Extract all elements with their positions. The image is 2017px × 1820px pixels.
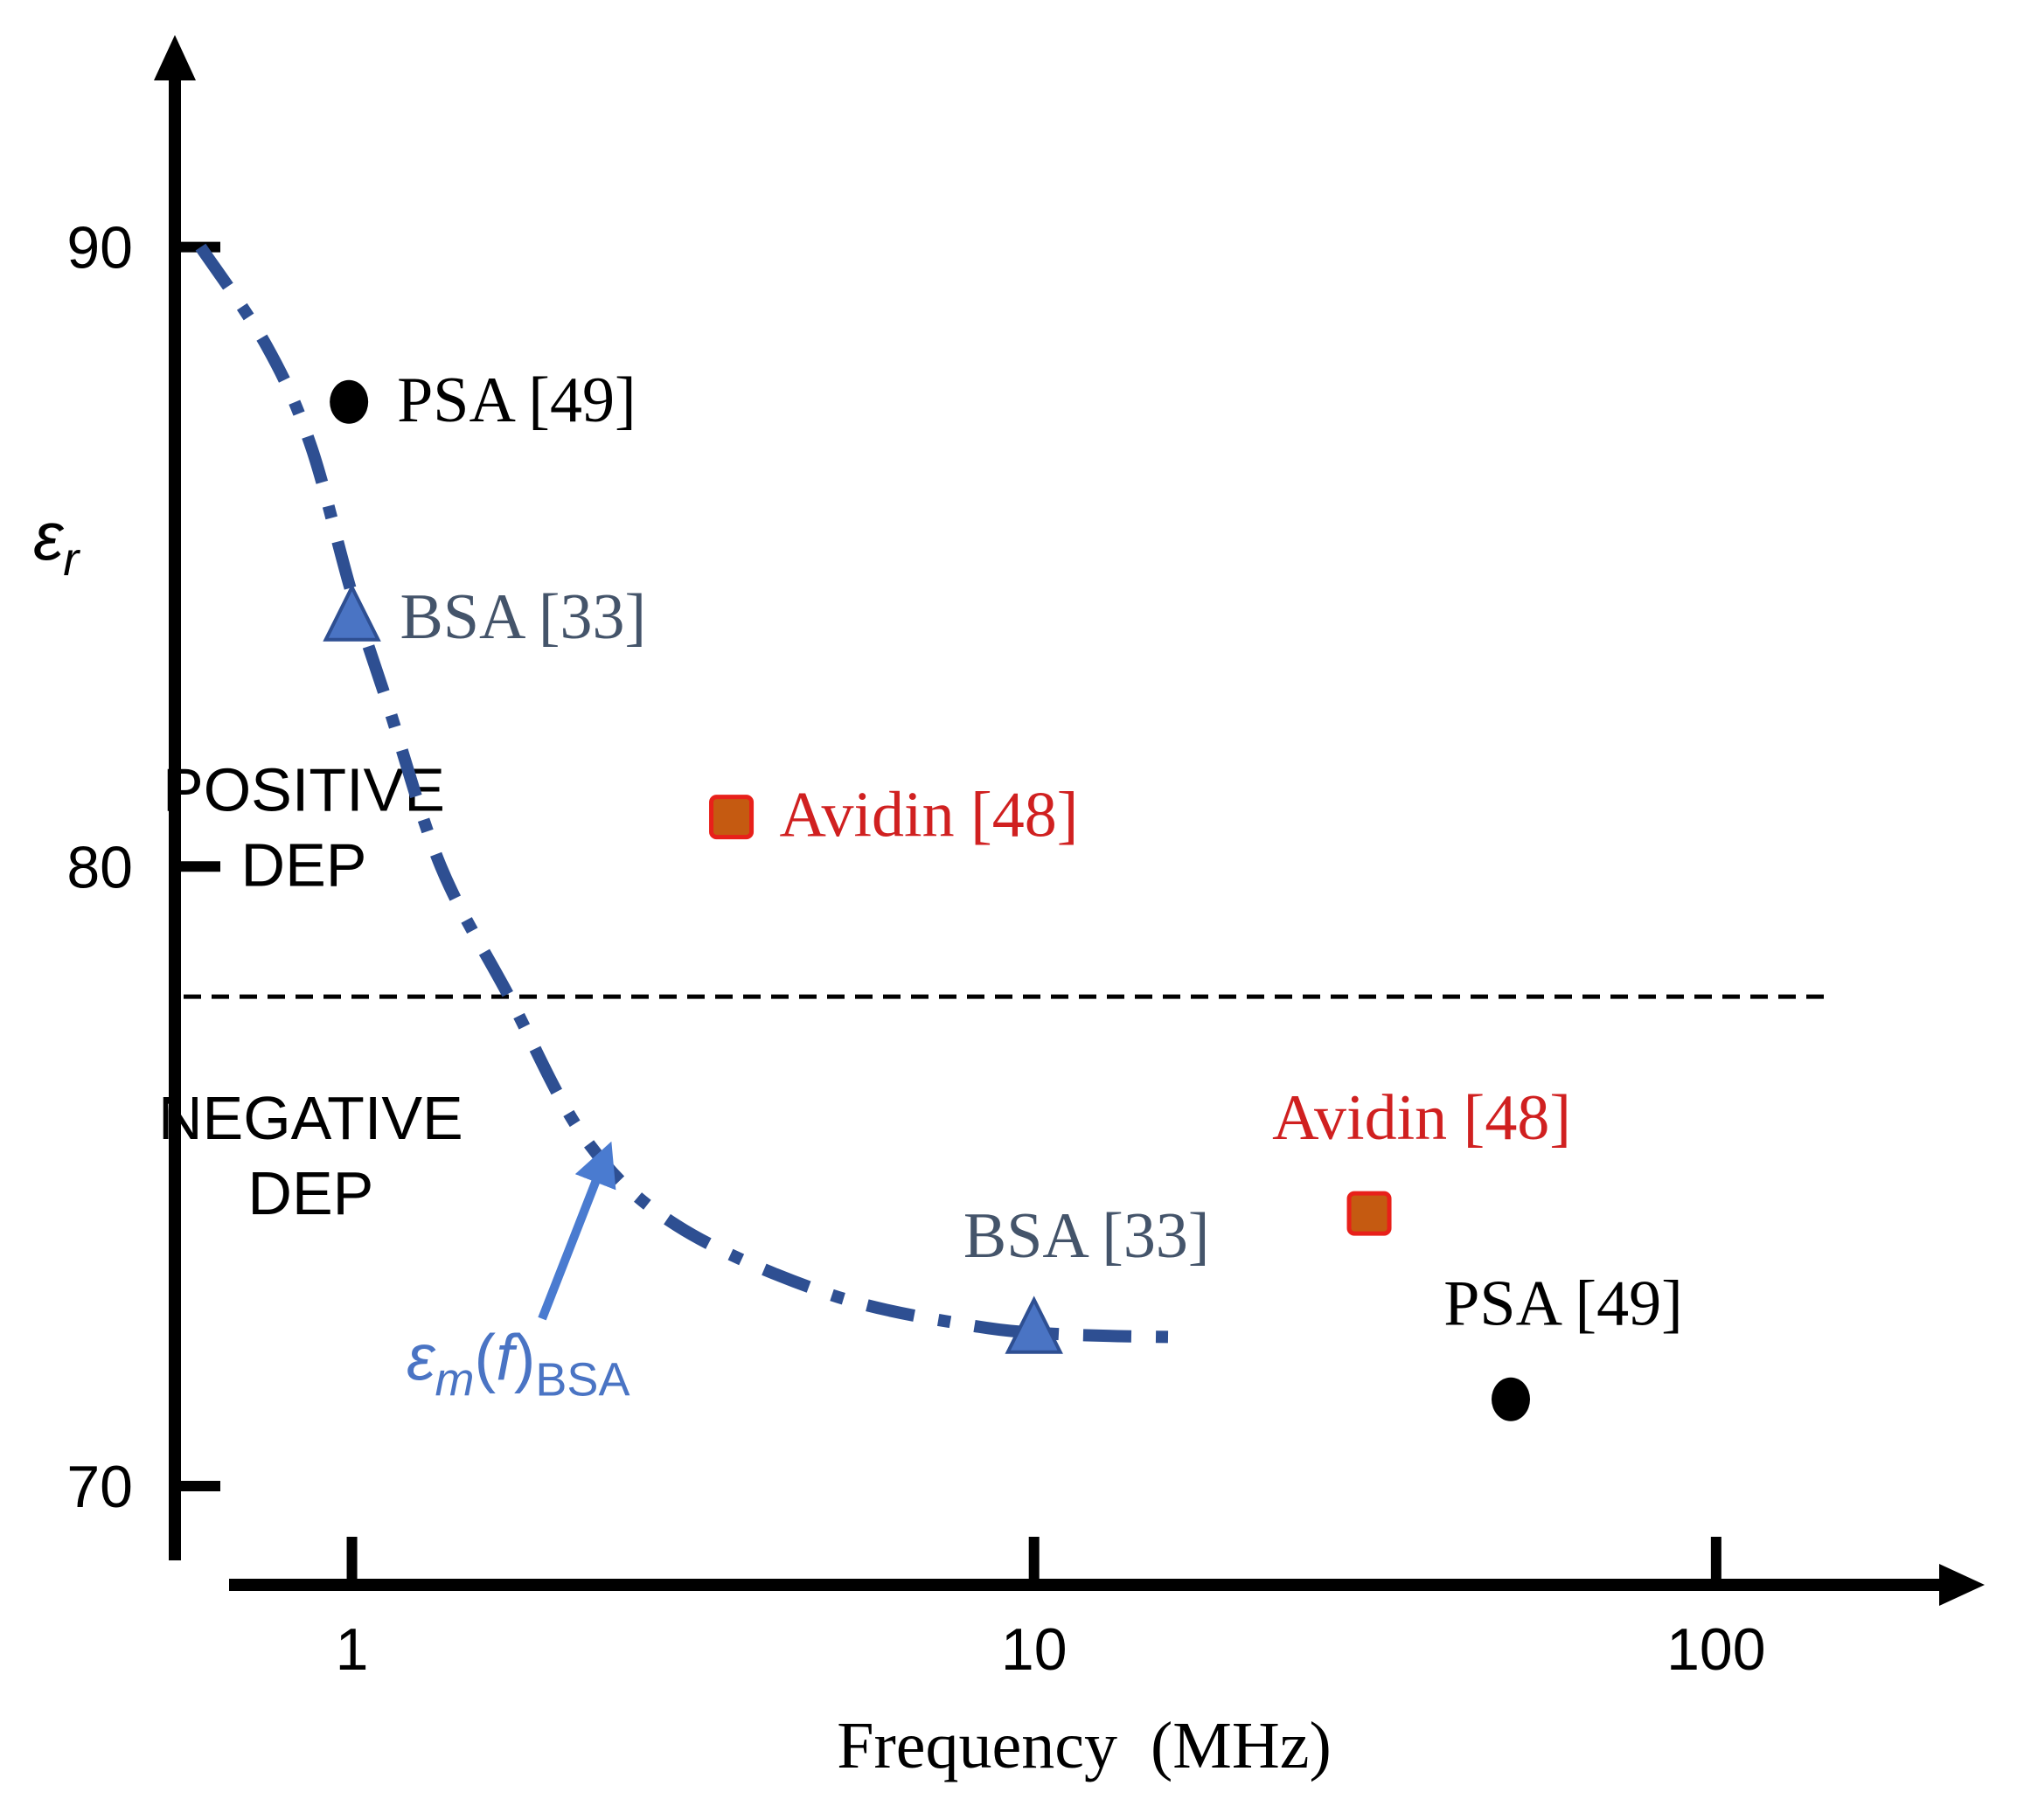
positive-dep-label-line-2: DEP [241, 831, 367, 900]
y-tick-label-70: 70 [66, 1454, 133, 1520]
negative-dep-label-line-1: NEGATIVE [158, 1084, 463, 1152]
y-axis-label: εr [33, 497, 80, 586]
bsa-point-2-label: BSA [33] [963, 1200, 1210, 1272]
em-bsa-label-symbol: ε [407, 1322, 436, 1394]
em-bsa-label: εm(f)BSA [407, 1322, 629, 1407]
psa-point-2 [1492, 1377, 1531, 1421]
avidin-point-2-label: Avidin [48] [1272, 1082, 1571, 1154]
y-axis [154, 35, 196, 1560]
x-tick-label-10: 10 [1001, 1616, 1068, 1683]
psa-point-1-label: PSA [49] [397, 365, 636, 436]
em-bsa-label-paren-close: ) [514, 1322, 536, 1394]
avidin-point-2 [1346, 1191, 1392, 1236]
em-bsa-label-paren-open: ( [475, 1322, 497, 1394]
y-ticks: 90 80 70 [66, 215, 220, 1520]
y-tick-label-90: 90 [66, 215, 133, 281]
x-axis-label: Frequency (MHz) [837, 1709, 1332, 1782]
data-points: PSA [49] PSA [49] BSA [33] BSA [33] Avidin [… [323, 365, 1683, 1421]
y-axis-arrow-icon [154, 35, 196, 80]
bsa-point-1-label: BSA [33] [400, 581, 647, 653]
psa-point-2-label: PSA [49] [1443, 1268, 1682, 1340]
avidin-point-1-label: Avidin [48] [780, 780, 1079, 851]
em-bsa-label-sub2: BSA [535, 1354, 629, 1407]
positive-dep-label-line-1: POSITIVE [163, 756, 445, 824]
x-tick-label-100: 100 [1666, 1616, 1765, 1683]
x-axis-arrow-icon [1939, 1564, 1985, 1606]
em-bsa-arrow [538, 1141, 616, 1321]
regions: POSITIVE DEP NEGATIVE DEP [158, 756, 463, 1228]
y-tick-label-80: 80 [66, 834, 133, 900]
avidin-point-1 [709, 795, 755, 840]
psa-point-1 [330, 379, 369, 424]
y-axis-label-symbol: ε [33, 497, 65, 574]
x-ticks: 1 10 100 [336, 1537, 1766, 1683]
negative-dep-label-line-2: DEP [247, 1159, 373, 1227]
y-axis-label-sub: r [63, 533, 80, 586]
negative-dep-label: NEGATIVE DEP [158, 1084, 463, 1227]
em-bsa-label-sub1: m [435, 1354, 475, 1407]
positive-dep-label: POSITIVE DEP [163, 756, 445, 900]
bsa-point-1 [323, 583, 381, 642]
x-axis [229, 1564, 1985, 1606]
bsa-point-2 [1005, 1296, 1063, 1354]
x-tick-label-1: 1 [336, 1616, 369, 1683]
em-bsa-curve [195, 243, 1192, 1344]
